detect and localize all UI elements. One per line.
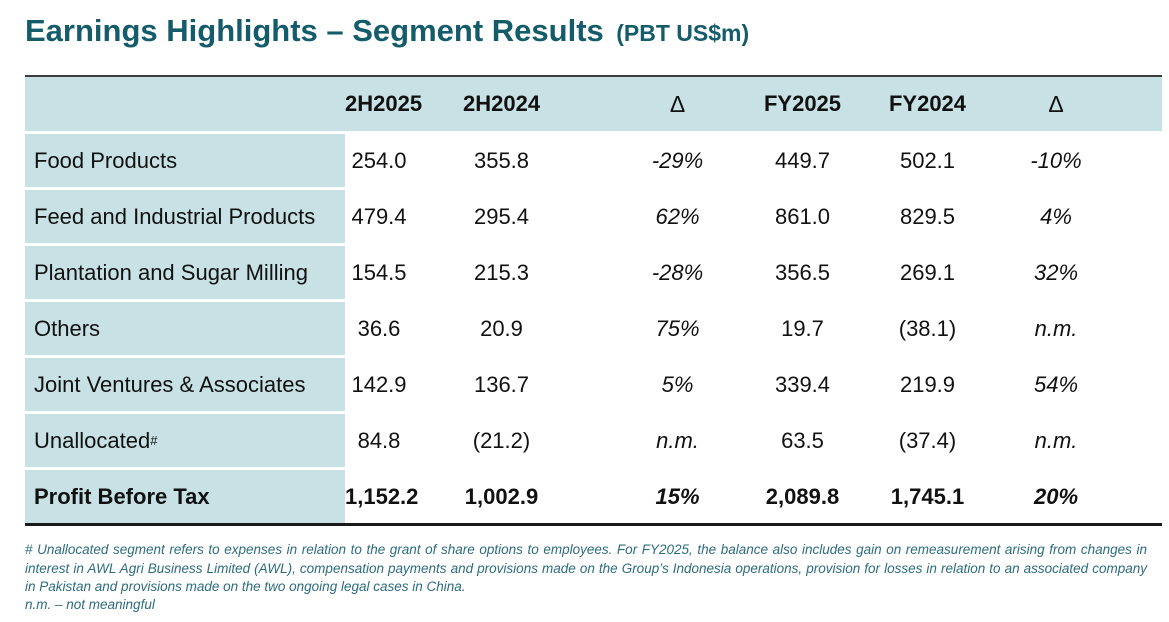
segment-results-table: 2H2025 2H2024 Δ FY2025 FY2024 Δ Food Pro…	[25, 75, 1162, 526]
value-cell-fy2024: (38.1)	[898, 315, 957, 341]
footnote-unallocated: # Unallocated segment refers to expenses…	[25, 542, 1147, 595]
row-label-text: Unallocated	[34, 427, 151, 453]
header-delta-fullyear: Δ	[1048, 90, 1064, 117]
table-row-profit-before-tax: Profit Before Tax 1,152.2 1,002.9 15% 2,…	[25, 470, 1162, 523]
delta-cell-halfyear: 62%	[655, 203, 700, 229]
header-2h2024: 2H2024	[463, 91, 541, 116]
value-cell-fy2024: 1,745.1	[890, 483, 965, 509]
value-cell-fy2024: 829.5	[899, 203, 956, 229]
row-label: Plantation and Sugar Milling	[25, 246, 345, 299]
delta-cell-halfyear: 75%	[655, 315, 700, 341]
value-cell-2h2025: 1,152.2	[345, 483, 419, 509]
row-label: Joint Ventures & Associates	[25, 358, 345, 411]
value-cell-2h2024: 20.9	[480, 315, 523, 341]
value-cell-2h2024: 295.4	[473, 203, 530, 229]
delta-cell-halfyear: -28%	[651, 259, 704, 285]
value-cell-fy2024: 219.9	[899, 371, 956, 397]
header-fy2024: FY2024	[888, 91, 967, 116]
value-cell-2h2025: 36.6	[357, 315, 401, 341]
delta-cell-fullyear: 20%	[1033, 483, 1079, 509]
table-header-row: 2H2025 2H2024 Δ FY2025 FY2024 Δ	[25, 77, 1162, 131]
delta-cell-fullyear: n.m.	[1034, 315, 1078, 341]
value-cell-2h2025: 84.8	[357, 427, 401, 453]
table-row-jv-associates: Joint Ventures & Associates 142.9 136.7 …	[25, 358, 1162, 411]
value-cell-2h2024: (21.2)	[472, 427, 531, 453]
value-cell-fy2025: 449.7	[774, 147, 831, 173]
page-title-unit: (PBT US$m)	[616, 20, 750, 46]
value-cell-2h2024: 136.7	[473, 371, 530, 397]
delta-cell-halfyear: 15%	[655, 483, 700, 509]
table-row-others: Others 36.6 20.9 75% 19.7 (38.1) n.m.	[25, 302, 1162, 355]
row-label: Feed and Industrial Products	[25, 190, 345, 243]
table-row-food-products: Food Products 254.0 355.8 -29% 449.7 502…	[25, 134, 1162, 187]
value-cell-fy2025: 356.5	[774, 259, 831, 285]
value-cell-fy2025: 2,089.8	[765, 483, 840, 509]
table-row-plantation-sugar: Plantation and Sugar Milling 154.5 215.3…	[25, 246, 1162, 299]
value-cell-fy2024: 502.1	[899, 147, 956, 173]
value-cell-fy2025: 63.5	[781, 427, 824, 453]
row-label: Profit Before Tax	[25, 470, 345, 523]
value-cell-2h2025: 479.4	[351, 203, 407, 229]
delta-cell-fullyear: 4%	[1040, 203, 1072, 229]
header-fy2025: FY2025	[763, 91, 842, 116]
value-cell-2h2024: 355.8	[473, 147, 530, 173]
header-empty-cell	[25, 77, 345, 131]
value-cell-fy2025: 339.4	[774, 371, 831, 397]
delta-cell-fullyear: 54%	[1033, 371, 1079, 397]
delta-cell-fullyear: 32%	[1033, 259, 1079, 285]
page-title-text: Earnings Highlights – Segment Results	[25, 13, 604, 48]
table-row-unallocated: Unallocated # 84.8 (21.2) n.m. 63.5 (37.4…	[25, 414, 1162, 467]
value-cell-2h2025: 154.5	[351, 259, 407, 285]
delta-cell-halfyear: 5%	[661, 371, 694, 397]
value-cell-fy2024: (37.4)	[898, 427, 957, 453]
delta-cell-fullyear: n.m.	[1034, 427, 1078, 453]
table-row-feed-industrial: Feed and Industrial Products 479.4 295.4…	[25, 190, 1162, 243]
row-label: Others	[25, 302, 345, 355]
value-cell-2h2025: 142.9	[351, 371, 407, 397]
value-cell-fy2025: 19.7	[781, 315, 824, 341]
header-delta-halfyear: Δ	[669, 90, 686, 117]
row-label: Unallocated #	[25, 414, 345, 467]
row-label: Food Products	[25, 134, 345, 187]
value-cell-2h2025: 254.0	[351, 147, 407, 173]
delta-cell-fullyear: -10%	[1030, 147, 1082, 173]
value-cell-fy2024: 269.1	[899, 259, 956, 285]
delta-cell-halfyear: -29%	[651, 147, 704, 173]
delta-cell-halfyear: n.m.	[656, 427, 699, 453]
value-cell-2h2024: 215.3	[473, 259, 530, 285]
header-2h2025: 2H2025	[345, 91, 423, 116]
value-cell-2h2024: 1,002.9	[464, 483, 539, 509]
footnote-nm: n.m. – not meaningful	[25, 597, 155, 612]
page-title: Earnings Highlights – Segment Results (P…	[25, 13, 749, 49]
value-cell-fy2025: 861.0	[774, 203, 831, 229]
